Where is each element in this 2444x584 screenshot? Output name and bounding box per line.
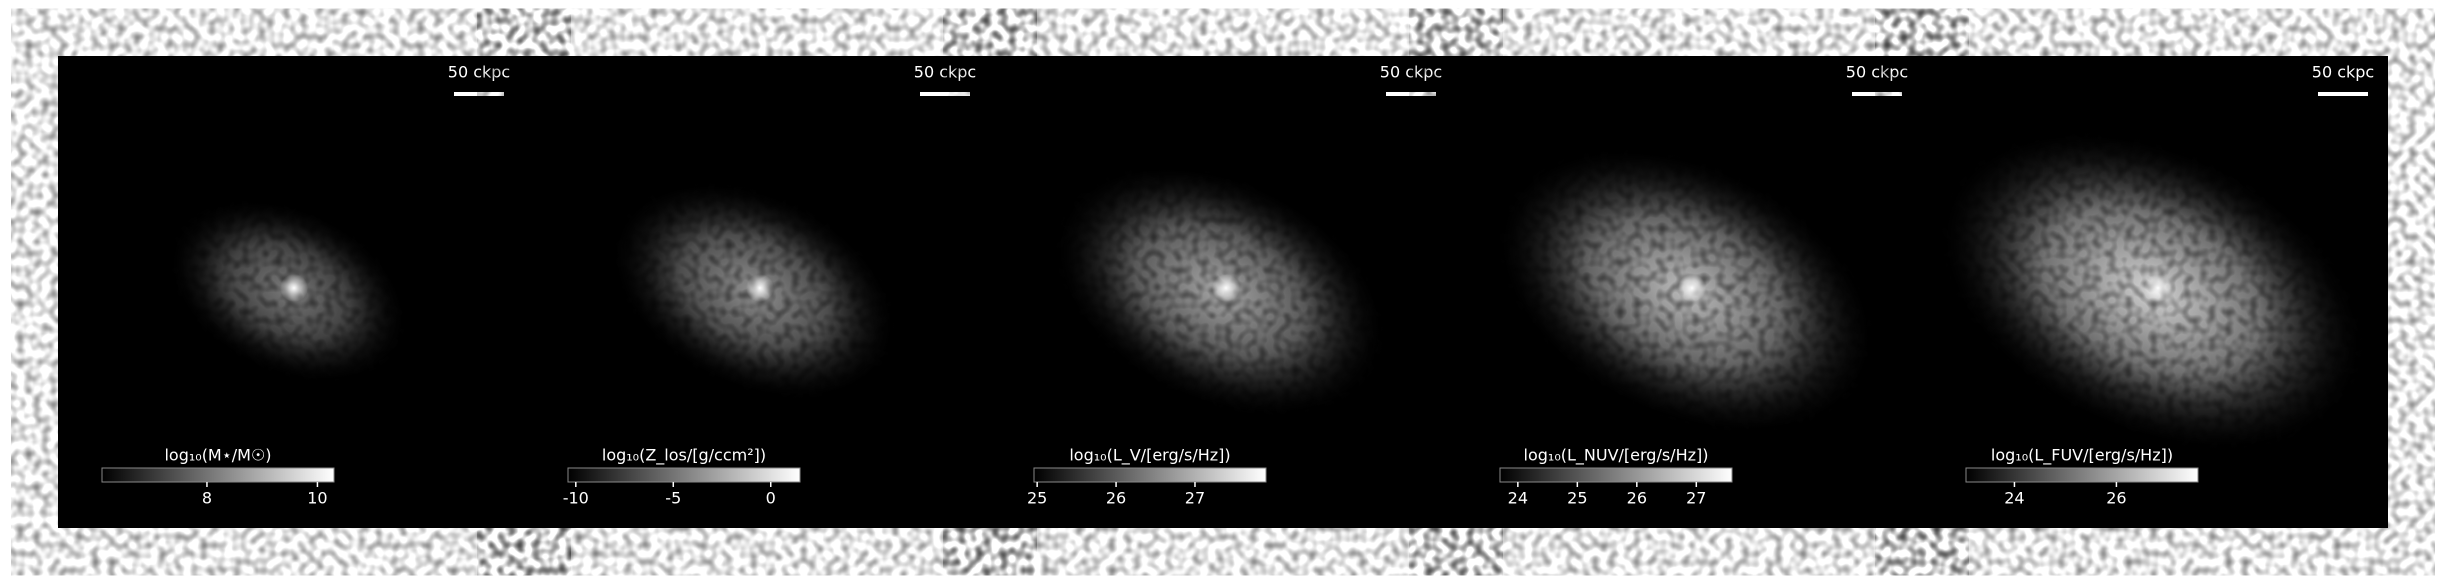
colorbar-tick-label: 10 [307, 489, 327, 508]
colorbar-tick-label: 27 [1185, 489, 1205, 508]
scalebar-label: 50 ckpc [1846, 63, 1908, 82]
scalebar-label: 50 ckpc [1380, 63, 1442, 82]
galaxy-core [746, 274, 774, 302]
colorbar-tick-label: 26 [1106, 489, 1126, 508]
colorbar-tick-label: -10 [563, 489, 589, 508]
colorbar [1499, 467, 1733, 483]
scalebar-label: 50 ckpc [448, 63, 510, 82]
colorbar-tick-label: -5 [665, 489, 681, 508]
colorbar-tick-label: 24 [2004, 489, 2024, 508]
colorbar-label: log₁₀(L_FUV/[erg/s/Hz]) [1991, 446, 2173, 466]
colorbar-label: log₁₀(L_NUV/[erg/s/Hz]) [1524, 446, 1709, 466]
colorbar-tick-label: 26 [1627, 489, 1647, 508]
colorbar [1965, 467, 2199, 483]
colorbar [1033, 467, 1267, 483]
galaxy-core [1678, 274, 1706, 302]
galaxy-core [1212, 274, 1240, 302]
colorbar-label: log₁₀(L_V/[erg/s/Hz]) [1069, 446, 1230, 466]
colorbar [567, 467, 801, 483]
scalebar-label: 50 ckpc [914, 63, 976, 82]
colorbar-tick-label: 0 [766, 489, 776, 508]
colorbar-tick-label: 26 [2106, 489, 2126, 508]
colorbar-label: log₁₀(M⋆/M☉) [164, 446, 271, 465]
galaxy-core [2144, 274, 2172, 302]
colorbar [101, 467, 335, 483]
colorbar-tick-label: 25 [1027, 489, 1047, 508]
scalebar-label: 50 ckpc [2312, 63, 2374, 82]
colorbar-tick-label: 25 [1567, 489, 1587, 508]
colorbar-tick-label: 24 [1508, 489, 1528, 508]
colorbar-tick-label: 8 [202, 489, 212, 508]
colorbar-label: log₁₀(Z_los/[g/ccm²]) [602, 446, 766, 466]
colorbar-tick-label: 27 [1686, 489, 1706, 508]
galaxy-core [280, 274, 308, 302]
